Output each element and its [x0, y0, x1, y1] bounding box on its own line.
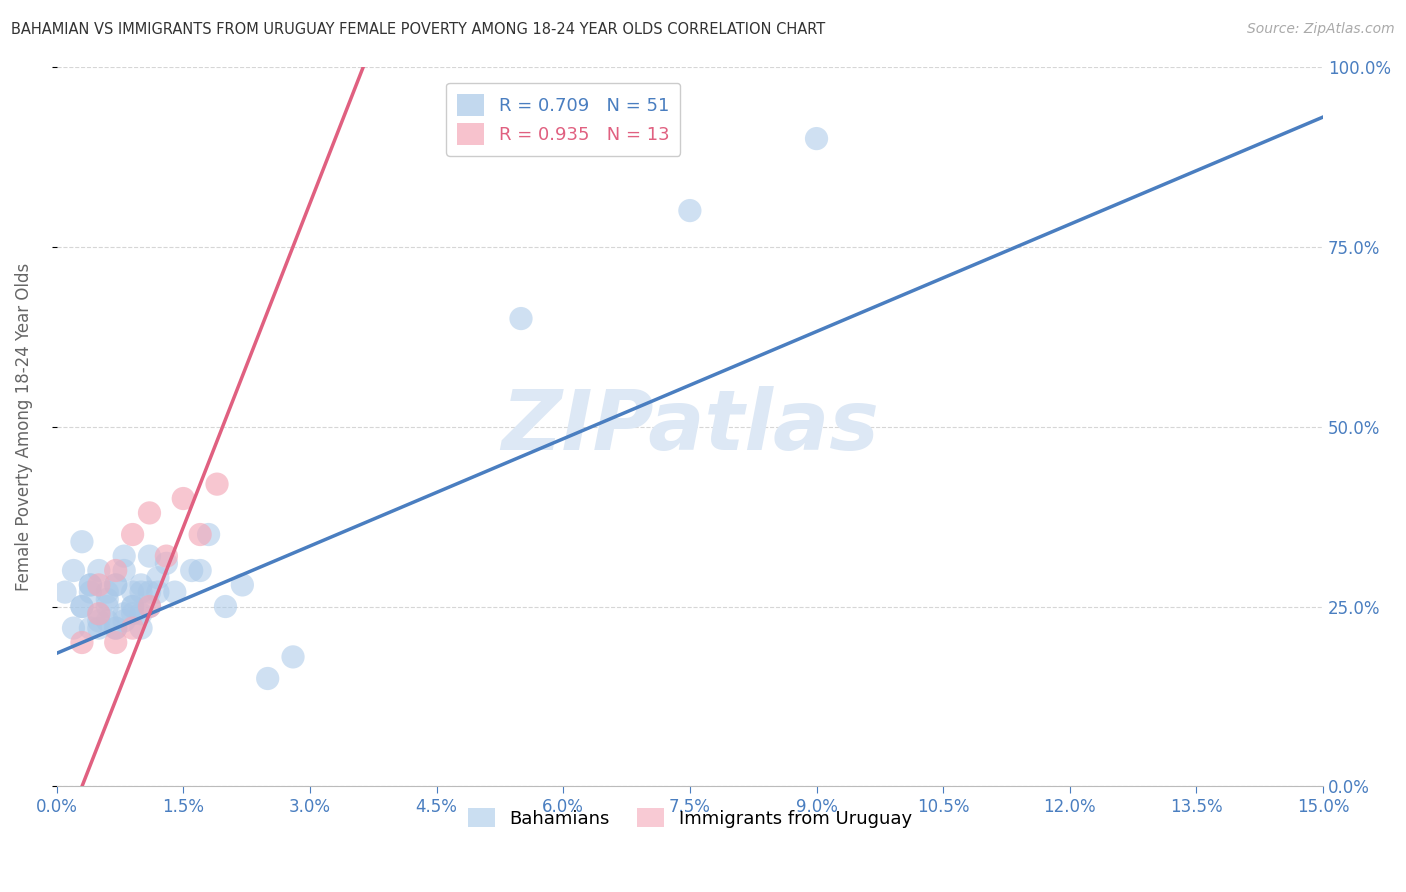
Point [121, 607, 143, 621]
Point [121, 585, 143, 599]
Point [138, 599, 160, 614]
Point [138, 506, 160, 520]
Point [70, 635, 93, 649]
Point [146, 571, 169, 585]
Point [70, 534, 93, 549]
Point [129, 621, 152, 635]
Point [79, 578, 101, 592]
Point [96, 585, 118, 599]
Point [79, 585, 101, 599]
Point [281, 649, 304, 664]
Point [96, 599, 118, 614]
Point [112, 549, 135, 563]
Point [510, 311, 533, 326]
Point [104, 635, 127, 649]
Point [146, 585, 169, 599]
Point [188, 564, 211, 578]
Point [104, 564, 127, 578]
Point [87, 621, 110, 635]
Point [112, 607, 135, 621]
Point [138, 599, 160, 614]
Point [79, 621, 101, 635]
Text: ZIPatlas: ZIPatlas [501, 386, 879, 467]
Point [87, 607, 110, 621]
Text: BAHAMIAN VS IMMIGRANTS FROM URUGUAY FEMALE POVERTY AMONG 18-24 YEAR OLDS CORRELA: BAHAMIAN VS IMMIGRANTS FROM URUGUAY FEMA… [11, 22, 825, 37]
Point [205, 477, 228, 491]
Point [180, 564, 202, 578]
Point [197, 527, 219, 541]
Point [104, 578, 127, 592]
Point [87, 564, 110, 578]
Point [129, 578, 152, 592]
Point [121, 527, 143, 541]
Point [172, 491, 194, 506]
Point [155, 557, 177, 571]
Point [79, 578, 101, 592]
Point [104, 621, 127, 635]
Text: Source: ZipAtlas.com: Source: ZipAtlas.com [1247, 22, 1395, 37]
Point [70, 599, 93, 614]
Point [121, 599, 143, 614]
Point [121, 621, 143, 635]
Point [104, 621, 127, 635]
Point [138, 585, 160, 599]
Point [87, 614, 110, 628]
Point [96, 592, 118, 607]
Point [138, 549, 160, 563]
Point [256, 672, 278, 686]
Point [155, 549, 177, 563]
Y-axis label: Female Poverty Among 18-24 Year Olds: Female Poverty Among 18-24 Year Olds [15, 262, 32, 591]
Point [87, 578, 110, 592]
Point [679, 203, 702, 218]
Point [87, 607, 110, 621]
Point [231, 578, 253, 592]
Point [104, 578, 127, 592]
Point [214, 599, 236, 614]
Point [121, 599, 143, 614]
Point [53, 585, 76, 599]
Point [163, 585, 186, 599]
Point [62, 564, 84, 578]
Point [96, 614, 118, 628]
Point [62, 621, 84, 635]
Point [112, 564, 135, 578]
Point [112, 614, 135, 628]
Point [129, 607, 152, 621]
Point [129, 585, 152, 599]
Legend: Bahamians, Immigrants from Uruguay: Bahamians, Immigrants from Uruguay [461, 801, 920, 835]
Point [806, 131, 828, 145]
Point [70, 599, 93, 614]
Point [188, 527, 211, 541]
